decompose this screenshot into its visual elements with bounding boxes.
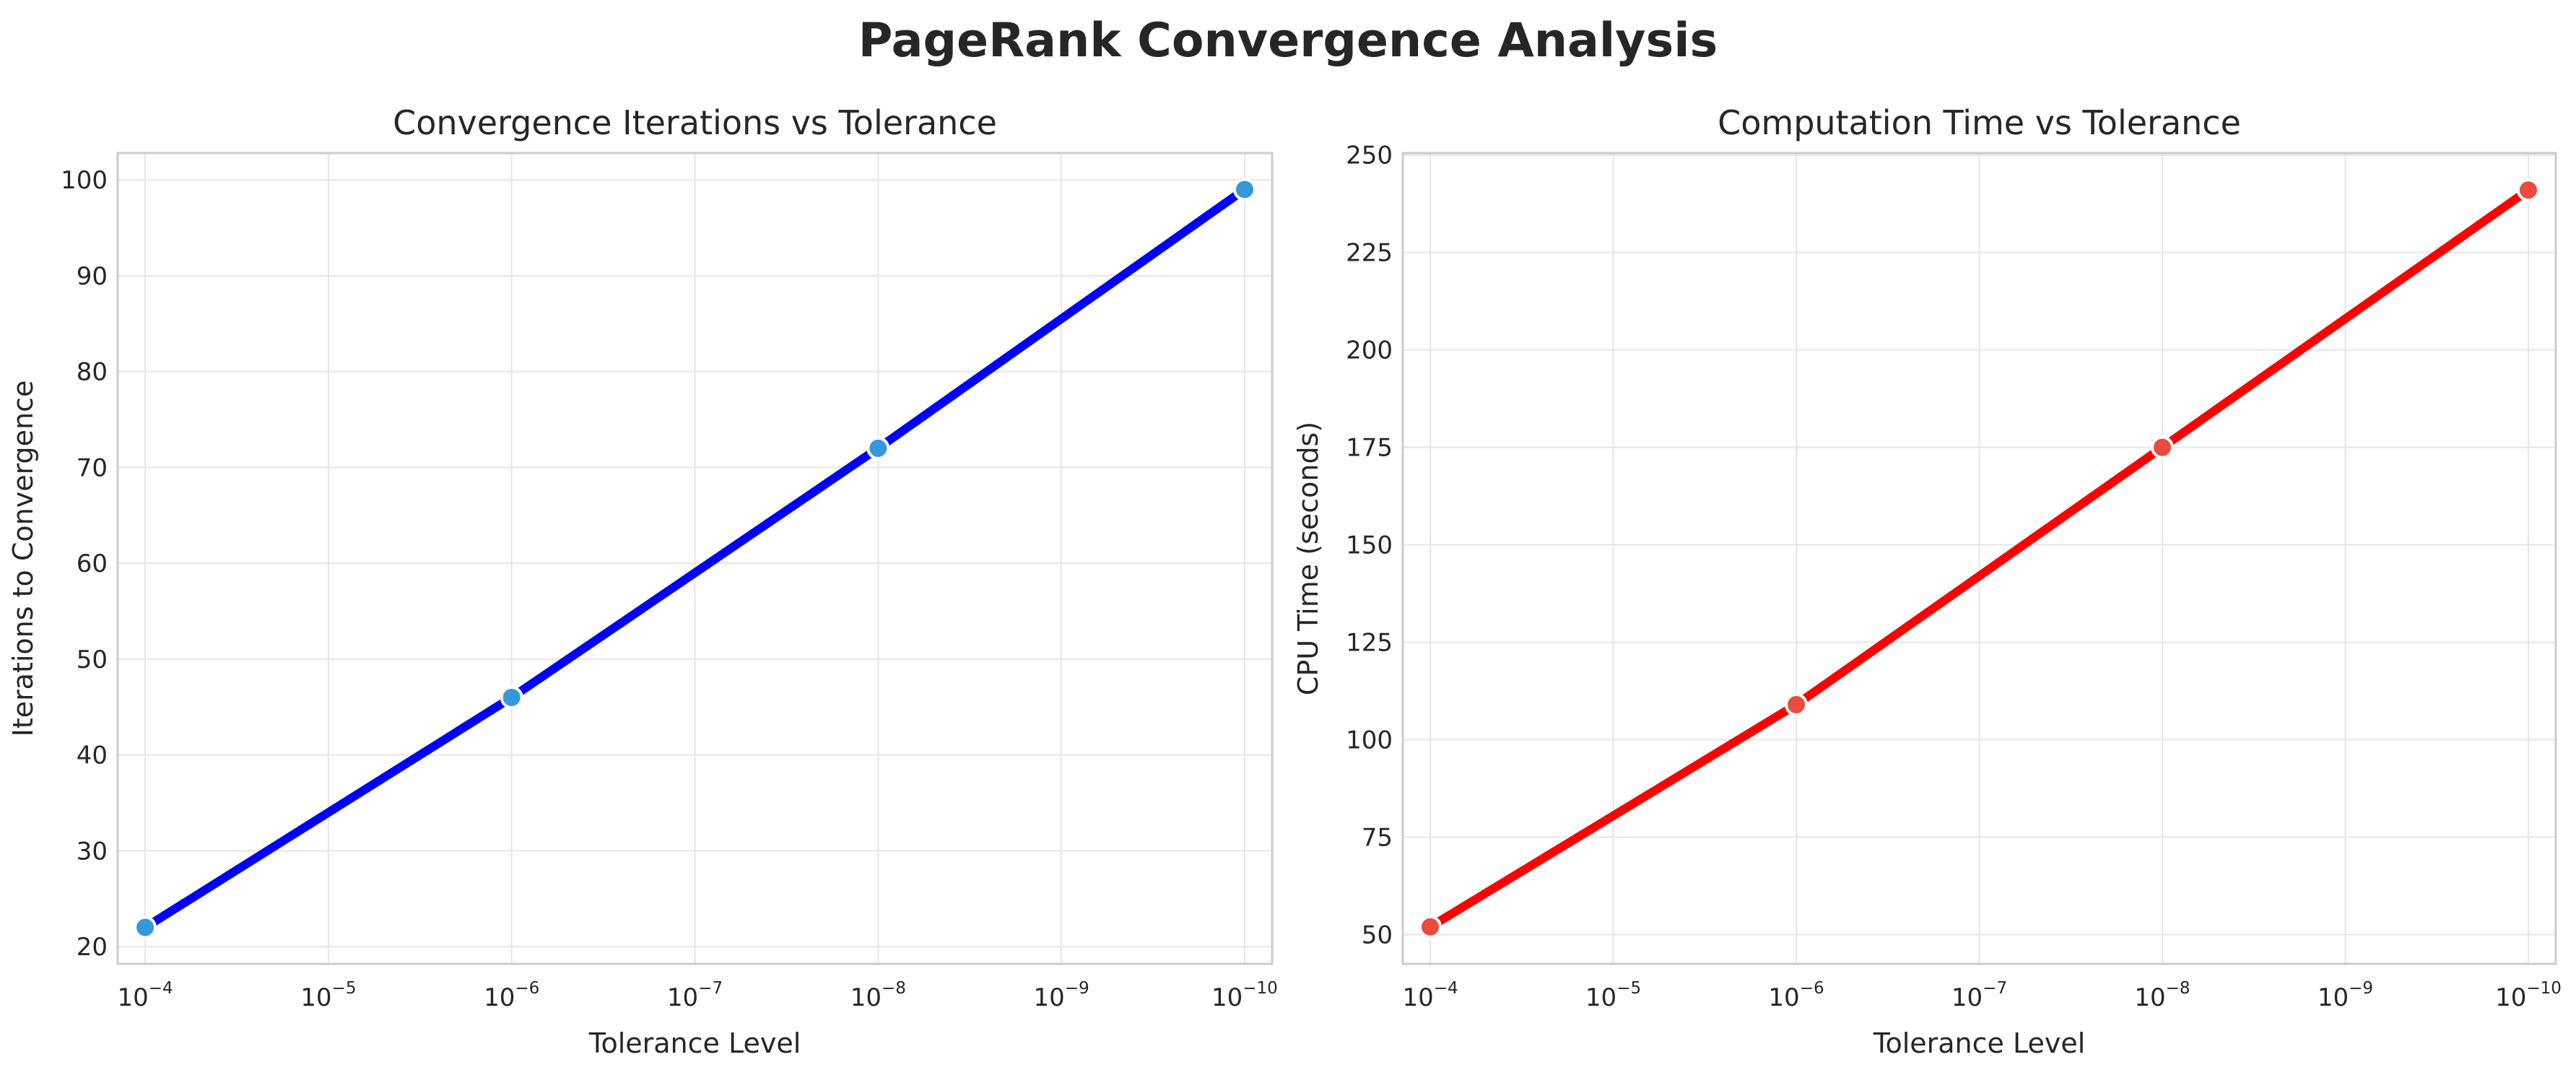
cpu-time-y-tick-label: 250: [1346, 142, 1393, 170]
iterations-x-tick-label: 10−5: [300, 979, 356, 1012]
cpu-time-y-tick-label: 75: [1362, 824, 1393, 853]
cpu-time-y-tick-label: 125: [1346, 629, 1393, 658]
iterations-x-axis-label: Tolerance Level: [588, 1027, 801, 1059]
cpu-time-data-point: [2150, 435, 2174, 459]
iterations-y-tick-label: 30: [77, 837, 108, 866]
iterations-y-axis-label: Iterations to Convergence: [7, 380, 39, 737]
iterations-y-tick-label: 80: [77, 358, 108, 387]
cpu-time-y-tick-label: 225: [1346, 239, 1393, 268]
iterations-x-tick-label: 10−6: [484, 979, 539, 1012]
iterations-data-point: [866, 436, 890, 460]
iterations-y-tick-label: 40: [77, 741, 108, 770]
cpu-time-x-tick-label: 10−10: [2495, 979, 2562, 1012]
cpu-time-y-tick-label: 200: [1346, 336, 1393, 365]
iterations-x-tick-label: 10−10: [1211, 979, 1278, 1012]
iterations-y-tick-label: 100: [61, 166, 108, 195]
cpu-time-y-tick-label: 50: [1362, 921, 1393, 950]
iterations-y-tick-label: 90: [77, 262, 108, 291]
iterations-panel: 10−4 10−5 10−6 10−7 10−8 10−9 10−10 20 30 40 50 60…: [7, 103, 1278, 1059]
iterations-data-point: [1232, 178, 1256, 201]
cpu-time-x-tick-label: 10−8: [2134, 979, 2190, 1012]
iterations-x-tick-label: 10−9: [1034, 979, 1089, 1012]
cpu-time-series-line: [1427, 186, 2531, 931]
iterations-x-tick-label: 10−7: [667, 979, 723, 1012]
cpu-time-data-point: [2516, 178, 2540, 202]
cpu-time-x-tick-label: 10−5: [1585, 979, 1641, 1012]
iterations-y-tick-label: 20: [77, 933, 108, 962]
iterations-y-tick-label: 70: [77, 453, 108, 482]
cpu-time-x-tick-label: 10−7: [1951, 979, 2007, 1012]
iterations-y-tick-label: 50: [77, 645, 108, 674]
iterations-series-line: [142, 186, 1248, 931]
iterations-x-tick-label: 10−4: [117, 979, 173, 1012]
cpu-time-axes-frame: [1401, 152, 2557, 965]
cpu-time-data-point: [1419, 915, 1443, 939]
cpu-time-x-tick-label: 10−4: [1402, 979, 1458, 1012]
cpu-time-y-axis-label: CPU Time (seconds): [1292, 422, 1324, 695]
iterations-chart-title: Convergence Iterations vs Tolerance: [393, 103, 997, 142]
iterations-y-tick-label: 60: [77, 549, 108, 578]
figure-title: PageRank Convergence Analysis: [858, 14, 1718, 68]
cpu-time-x-tick-label: 10−6: [1768, 979, 1824, 1012]
cpu-time-y-tick-label: 175: [1346, 434, 1393, 463]
iterations-axes-frame: [116, 152, 1274, 965]
cpu-time-x-axis-label: Tolerance Level: [1873, 1027, 2086, 1059]
iterations-x-tick-label: 10−8: [850, 979, 906, 1012]
cpu-time-y-tick-label: 150: [1346, 531, 1393, 560]
iterations-data-point: [500, 685, 523, 709]
cpu-time-chart-title: Computation Time vs Tolerance: [1718, 103, 2241, 142]
cpu-time-data-point: [1785, 692, 1809, 716]
iterations-data-point: [134, 915, 157, 939]
cpu-time-x-tick-label: 10−9: [2318, 979, 2373, 1012]
cpu-time-panel: 10−4 10−5 10−6 10−7 10−8 10−9 10−10 50 75 100 125…: [1292, 103, 2562, 1059]
cpu-time-y-tick-label: 100: [1346, 726, 1393, 755]
